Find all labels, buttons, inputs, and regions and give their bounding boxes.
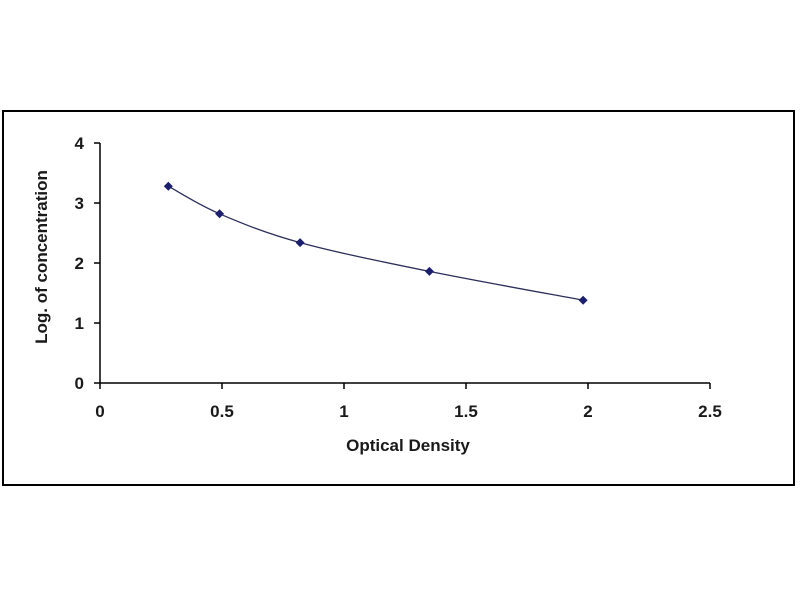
x-tick-label: 0.5 [210,402,234,421]
x-tick-label: 2.5 [698,402,722,421]
data-point [295,238,305,248]
data-point [163,181,173,191]
x-tick-label: 0 [95,402,104,421]
x-tick-label: 1 [339,402,348,421]
data-point [578,295,588,305]
chart-frame [2,110,795,486]
y-tick-label: 3 [75,194,84,213]
y-tick-label: 4 [75,134,85,153]
y-tick-label: 1 [75,314,84,333]
axes [99,143,710,384]
data-points [163,181,588,305]
x-ticks: 0 0.5 1 1.5 2 2.5 [95,383,722,421]
data-point [424,266,434,276]
y-tick-label: 2 [75,254,84,273]
x-axis-title: Optical Density [346,436,470,455]
fit-curve [168,185,584,301]
data-point [215,209,225,219]
x-tick-label: 2 [583,402,592,421]
y-tick-label: 0 [75,374,84,393]
x-tick-label: 1.5 [454,402,478,421]
y-ticks: 0 1 2 3 4 [75,134,100,393]
y-axis-title: Log. of concentration [32,170,51,344]
